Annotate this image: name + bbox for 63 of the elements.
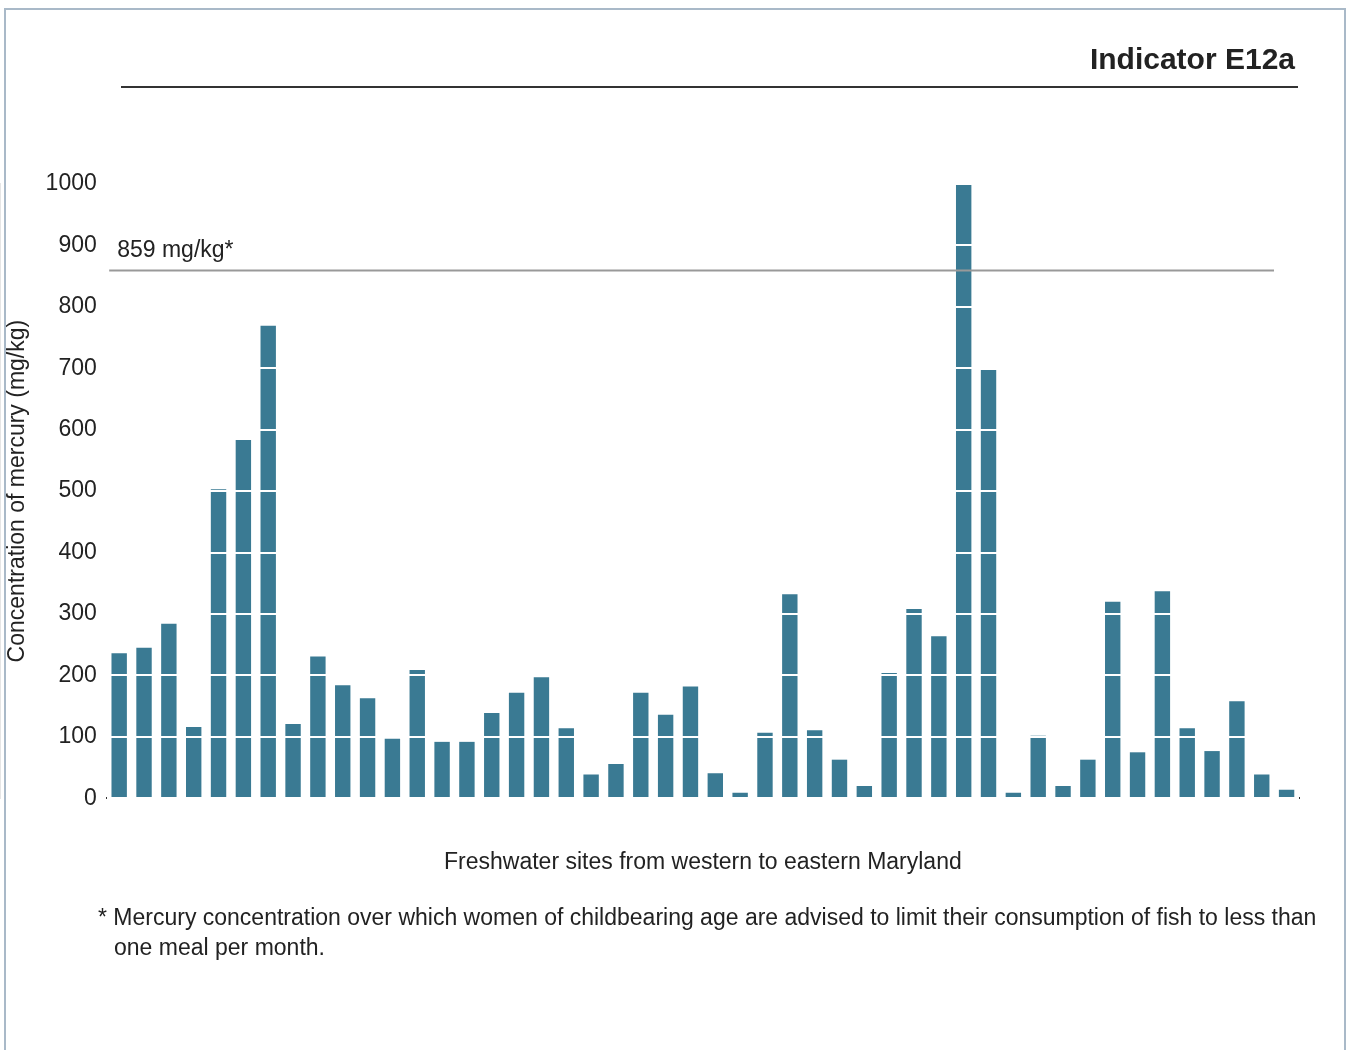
bar [1080, 759, 1096, 798]
bar [310, 656, 326, 798]
bar [1229, 701, 1245, 798]
bar [1179, 728, 1195, 798]
bar [409, 669, 425, 798]
bar [1278, 789, 1295, 798]
bar [906, 609, 922, 798]
bar [434, 741, 450, 798]
y-tick-label: 1000 [45, 169, 97, 196]
bar [111, 653, 127, 798]
y-tick-label: 300 [58, 599, 97, 626]
bar [955, 183, 972, 798]
y-tick-label: 200 [58, 660, 97, 687]
bar [657, 714, 674, 798]
bar [285, 724, 301, 798]
bar [1030, 735, 1046, 798]
bar [583, 774, 599, 798]
bar [806, 730, 823, 798]
bar [235, 440, 252, 798]
y-tick-label: 0 [83, 783, 97, 810]
bar [980, 370, 997, 798]
bar [608, 763, 624, 798]
bar [1154, 591, 1171, 798]
bar [1055, 786, 1071, 798]
bar [384, 738, 401, 798]
bar [633, 692, 649, 798]
bar [856, 786, 873, 798]
bar [782, 594, 798, 798]
y-tick-label: 700 [58, 353, 97, 380]
bar [682, 686, 699, 798]
y-tick-label: 900 [58, 230, 97, 257]
bar [210, 489, 227, 798]
bar [558, 728, 574, 798]
y-tick-label: 800 [58, 292, 97, 319]
bar [831, 759, 848, 798]
bar [757, 732, 773, 798]
bar [484, 712, 500, 798]
y-tick-label: 500 [58, 476, 97, 503]
y-axis-title: Concentration of mercury (mg/kg) [3, 319, 30, 663]
bar [161, 623, 177, 798]
bar [459, 741, 475, 798]
bar [260, 325, 276, 798]
text: * Mercury concentration over which women of childbearing age are advised to limit their consumption of fish to less than one meal per month. [98, 903, 1318, 962]
ref-line-label: 859 mg/kg* [117, 236, 234, 263]
bar [533, 677, 550, 798]
bar [1254, 774, 1270, 798]
bar [931, 636, 947, 798]
bar [136, 647, 152, 798]
bar [186, 727, 202, 798]
bar [508, 692, 525, 798]
bar [707, 773, 723, 798]
x-axis-title: Freshwater sites from western to eastern Maryland [444, 847, 962, 874]
bar [1204, 751, 1220, 798]
bar [359, 698, 376, 798]
bar [732, 792, 748, 798]
bar [1105, 601, 1121, 798]
y-tick-label: 100 [58, 722, 97, 749]
y-tick-label: 400 [58, 537, 97, 564]
chart-title: Indicator E12a [1089, 42, 1295, 76]
bar [881, 673, 897, 798]
y-tick-label: 600 [58, 414, 97, 441]
bar [1129, 752, 1146, 798]
bar [335, 685, 351, 798]
